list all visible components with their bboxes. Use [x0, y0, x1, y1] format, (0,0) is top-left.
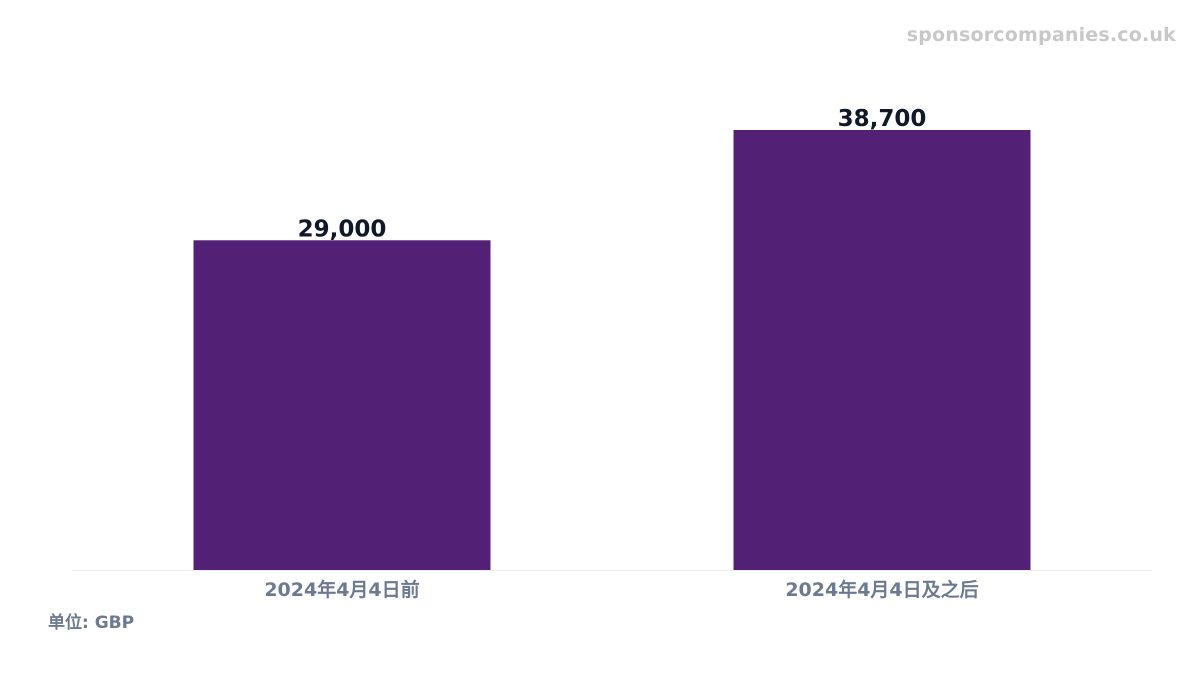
value-label-2: 38,700: [838, 106, 927, 132]
bar-2: [733, 130, 1031, 570]
category-label-1: 2024年4月4日前: [264, 578, 419, 601]
value-label-1: 29,000: [298, 216, 387, 242]
watermark: sponsorcompanies.co.uk: [906, 24, 1176, 46]
unit-label: 单位: GBP: [48, 613, 135, 633]
bar-1: [193, 240, 491, 570]
category-label-2: 2024年4月4日及之后: [785, 578, 978, 601]
